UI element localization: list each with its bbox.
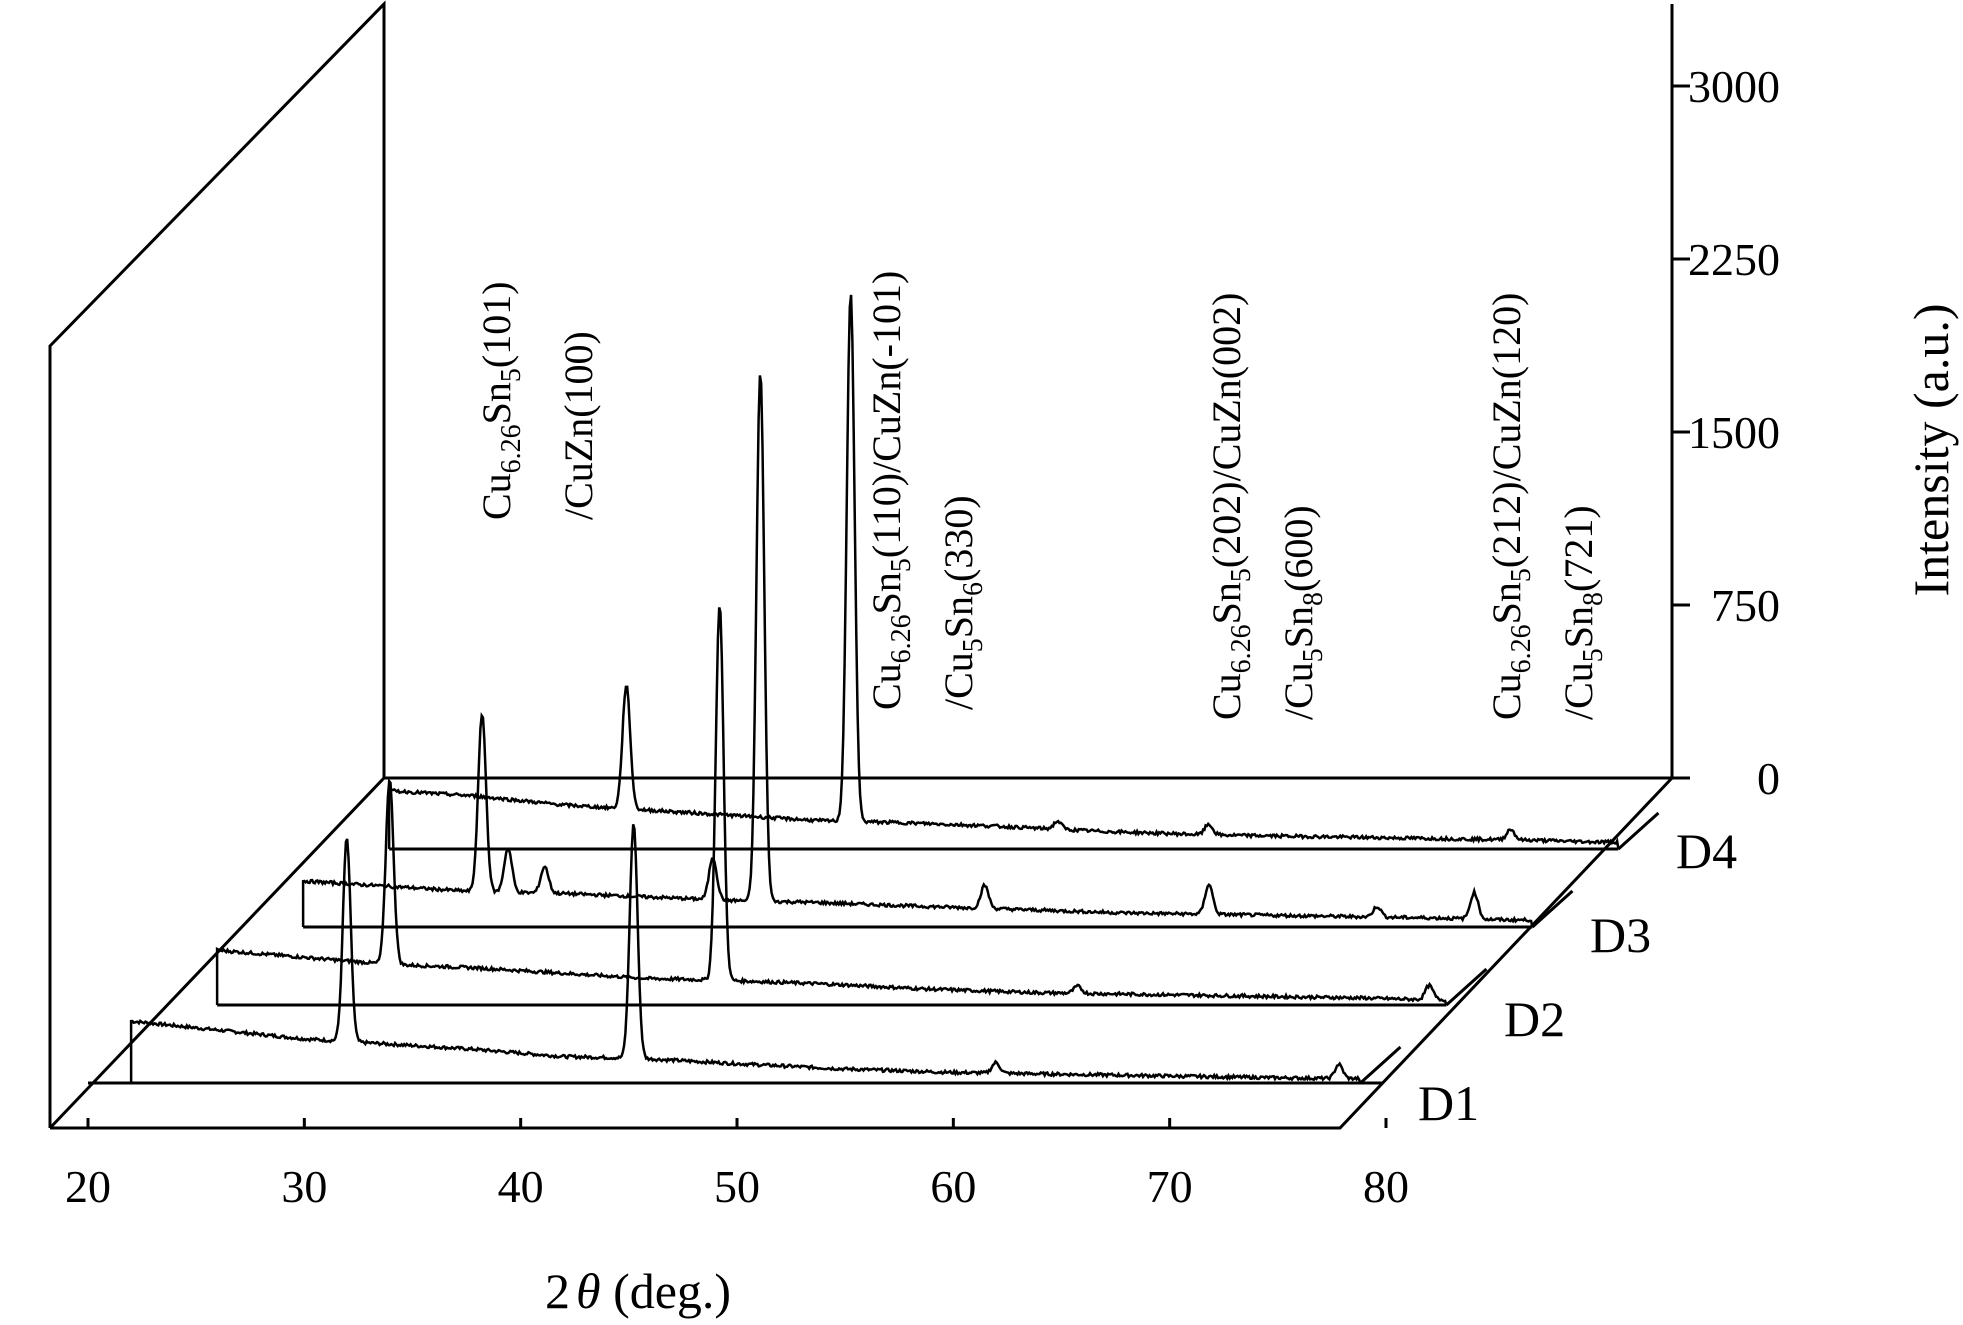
- annotation-line2: /Cu5Sn8(721): [1556, 505, 1609, 720]
- y-tick-label: 0: [1757, 753, 1780, 804]
- x-tick-label: 20: [65, 1161, 111, 1212]
- series-line-D2: [215, 607, 1448, 1006]
- y-tick-label: 750: [1711, 580, 1780, 631]
- peak-annotation: Cu6.26Sn5(101) /CuZn(100): [474, 281, 601, 520]
- annotation-line2: /Cu5Sn6(330): [936, 495, 989, 710]
- series-line-D3: [301, 375, 1534, 928]
- x-tick-label: 40: [498, 1161, 544, 1212]
- x-tick-label: 80: [1363, 1161, 1409, 1212]
- chart-frame: [48, 0, 1674, 1130]
- y-tick-label: 2250: [1688, 234, 1780, 285]
- annotation-line2: /CuZn(100): [556, 331, 601, 520]
- floor-edge: [50, 776, 1674, 1130]
- series-label-D1: D1: [1418, 1075, 1479, 1131]
- series-depth-D1: [1359, 1045, 1402, 1085]
- peak-annotation: Cu6.26Sn5(110)/CuZn(-101) /Cu5Sn6(330): [864, 271, 989, 710]
- x-tick-label: 60: [930, 1161, 976, 1212]
- tick-layer: 20 30 40 50 60 70 80 0 750 1500 2250 3000: [65, 61, 1780, 1212]
- x-tick-label: 30: [281, 1161, 327, 1212]
- x-tick-label: 70: [1147, 1161, 1193, 1212]
- series-label-D4: D4: [1676, 823, 1737, 879]
- y-tick-label: 3000: [1688, 61, 1780, 112]
- series-line-D4: [387, 294, 1620, 850]
- series-line-D1: [129, 823, 1362, 1084]
- annotation-line1: Cu6.26Sn5(101): [474, 281, 527, 520]
- annotation-layer: Cu6.26Sn5(101) /CuZn(100) Cu6.26Sn5(110)/C…: [474, 271, 1609, 720]
- y-tick-label: 1500: [1688, 407, 1780, 458]
- series-layer: D1 D2 D3 D4: [129, 294, 1737, 1131]
- peak-annotation: Cu6.26Sn5(202)/CuZn(002) /Cu5Sn8(600): [1204, 293, 1329, 720]
- annotation-line2: /Cu5Sn8(600): [1276, 505, 1329, 720]
- series-depth-D3: [1531, 889, 1574, 929]
- left-wall: [48, 0, 386, 1128]
- series-label-D2: D2: [1504, 991, 1565, 1047]
- y-axis-title: Intensity (a.u.): [1903, 304, 1959, 597]
- series-label-D3: D3: [1590, 907, 1651, 963]
- series-depth-D2: [1445, 967, 1488, 1007]
- x-tick-label: 50: [714, 1161, 760, 1212]
- annotation-line1: Cu6.26Sn5(110)/CuZn(-101): [864, 271, 917, 710]
- peak-annotation: Cu6.26Sn5(212)/CuZn(120) /Cu5Sn8(721): [1484, 293, 1609, 720]
- annotation-line1: Cu6.26Sn5(202)/CuZn(002): [1204, 293, 1257, 720]
- series-depth-D4: [1617, 811, 1660, 851]
- annotation-line1: Cu6.26Sn5(212)/CuZn(120): [1484, 293, 1537, 720]
